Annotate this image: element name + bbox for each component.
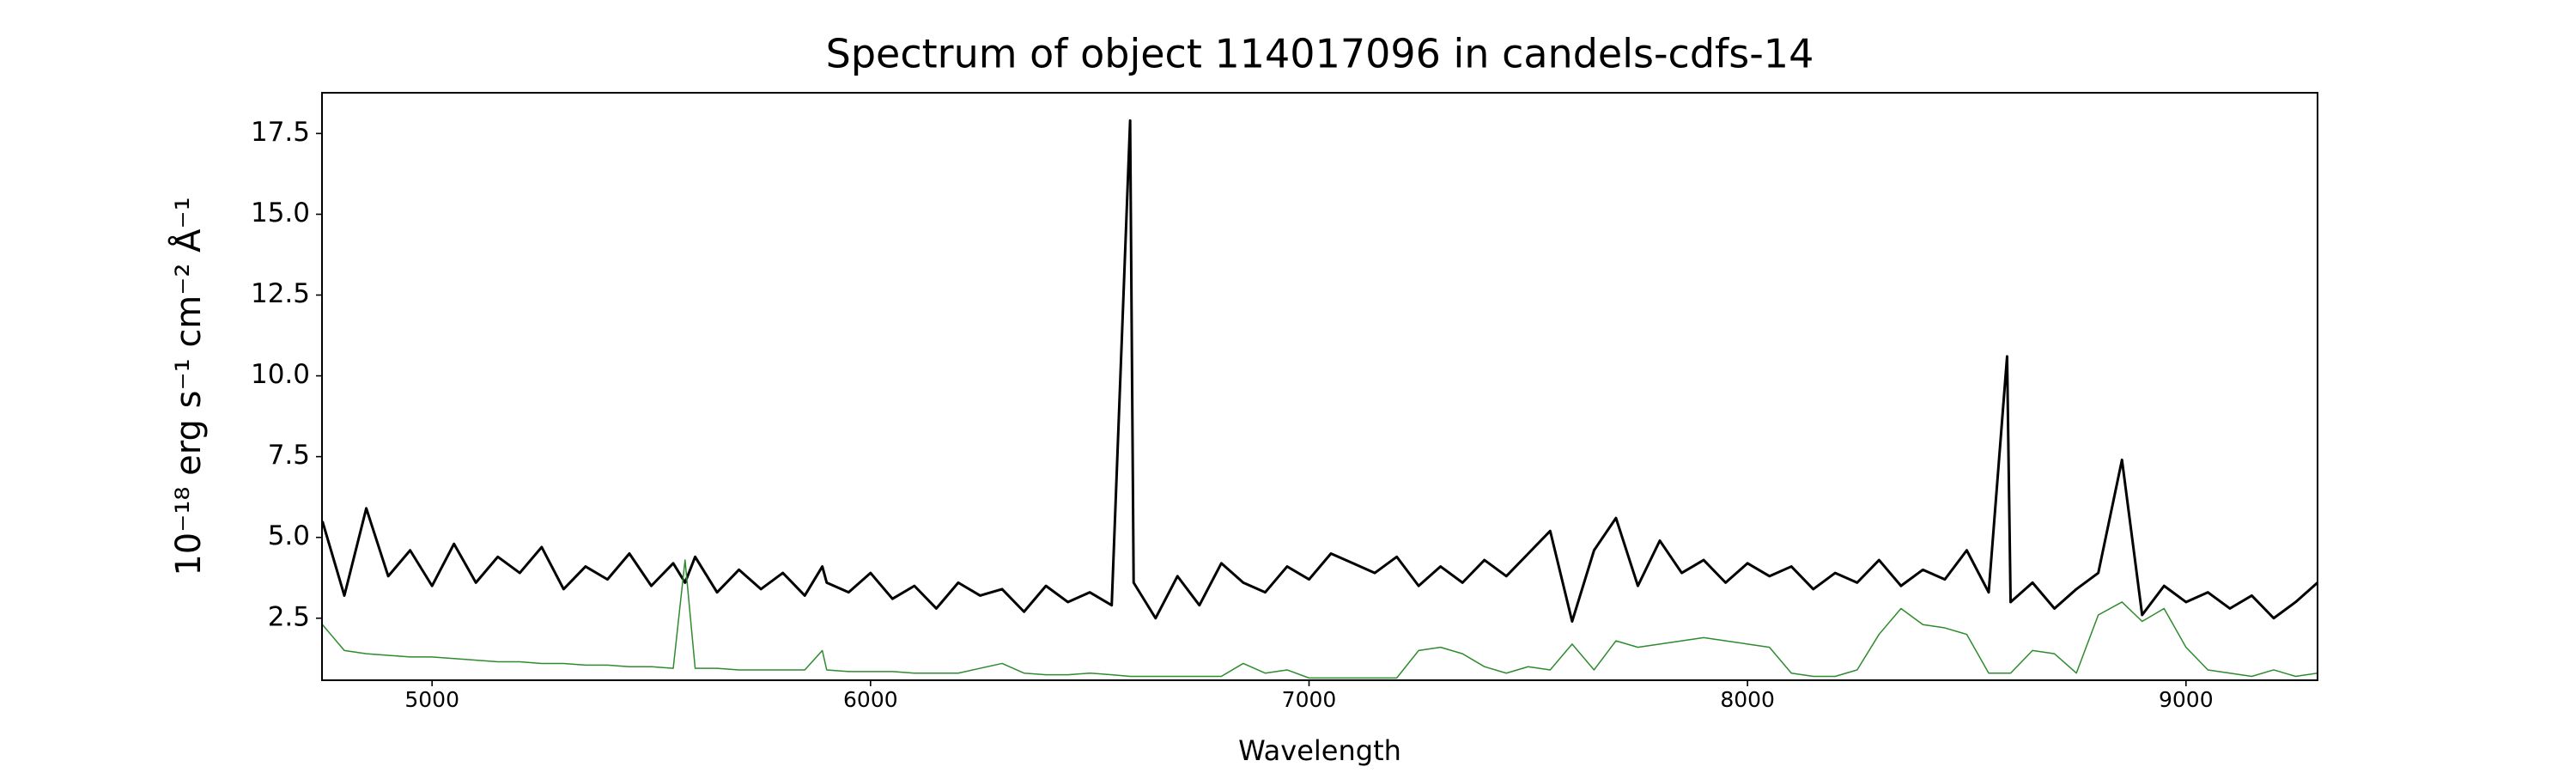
x-tick-label: 6000 xyxy=(843,687,898,712)
chart-title: Spectrum of object 114017096 in candels-… xyxy=(826,31,1814,77)
y-tick-label: 7.5 xyxy=(268,440,310,471)
x-tick-label: 8000 xyxy=(1720,687,1775,712)
x-tick-label: 7000 xyxy=(1282,687,1337,712)
spectrum-line xyxy=(322,119,2318,624)
y-tick-label: 2.5 xyxy=(268,601,310,632)
y-tick-label: 5.0 xyxy=(268,520,310,551)
y-tick-label: 15.0 xyxy=(251,198,310,228)
x-tick-label: 9000 xyxy=(2159,687,2214,712)
spectrum-line xyxy=(322,559,2318,679)
x-tick-label: 5000 xyxy=(404,687,459,712)
y-axis-label: 10⁻¹⁸ erg s⁻¹ cm⁻² Å⁻¹ xyxy=(167,197,209,575)
x-axis-label: Wavelength xyxy=(1238,734,1401,767)
y-tick-label: 17.5 xyxy=(251,117,310,148)
plot-frame xyxy=(321,92,2318,681)
y-tick-label: 10.0 xyxy=(251,359,310,390)
y-tick-label: 12.5 xyxy=(251,278,310,309)
